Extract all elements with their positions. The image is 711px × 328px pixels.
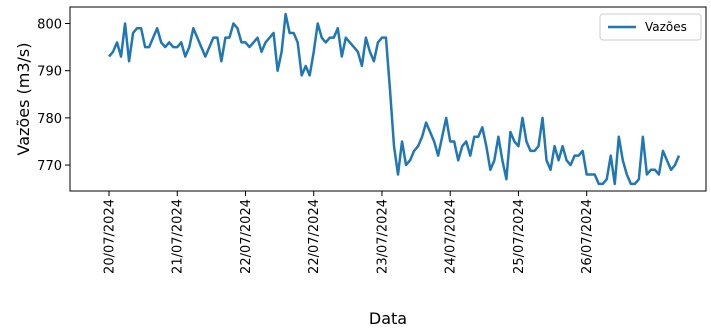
x-axis-label: Data <box>369 309 407 328</box>
plot-marks <box>108 12 681 186</box>
x-tick-label: 23/07/2024 <box>375 199 390 274</box>
x-axis-ticks: 20/07/2024 21/07/2024 22/07/2024 22/07/2024… <box>103 191 595 274</box>
legend-box <box>599 13 702 41</box>
x-tick-label: 20/07/2024 <box>103 199 118 274</box>
series-line-vazoes <box>108 12 681 186</box>
y-tick-label: 770 <box>37 159 62 174</box>
x-tick-label: 22/07/2024 <box>307 199 322 274</box>
legend: Vazões <box>599 13 702 41</box>
x-tick-label: 26/07/2024 <box>580 199 595 274</box>
x-tick-label: 24/07/2024 <box>444 199 459 274</box>
x-tick-label: 25/07/2024 <box>512 199 527 274</box>
y-tick-label: 780 <box>37 112 62 127</box>
y-axis-ticks: 770 780 790 800 <box>37 18 70 174</box>
legend-label: Vazões <box>645 20 687 34</box>
plot-frame <box>69 6 707 192</box>
y-axis-label: Vazões (m3/s) <box>14 43 33 156</box>
x-tick-label: 22/07/2024 <box>239 199 254 274</box>
x-tick-label: 21/07/2024 <box>171 199 186 274</box>
y-tick-label: 790 <box>37 65 62 80</box>
y-tick-label: 800 <box>37 18 62 33</box>
